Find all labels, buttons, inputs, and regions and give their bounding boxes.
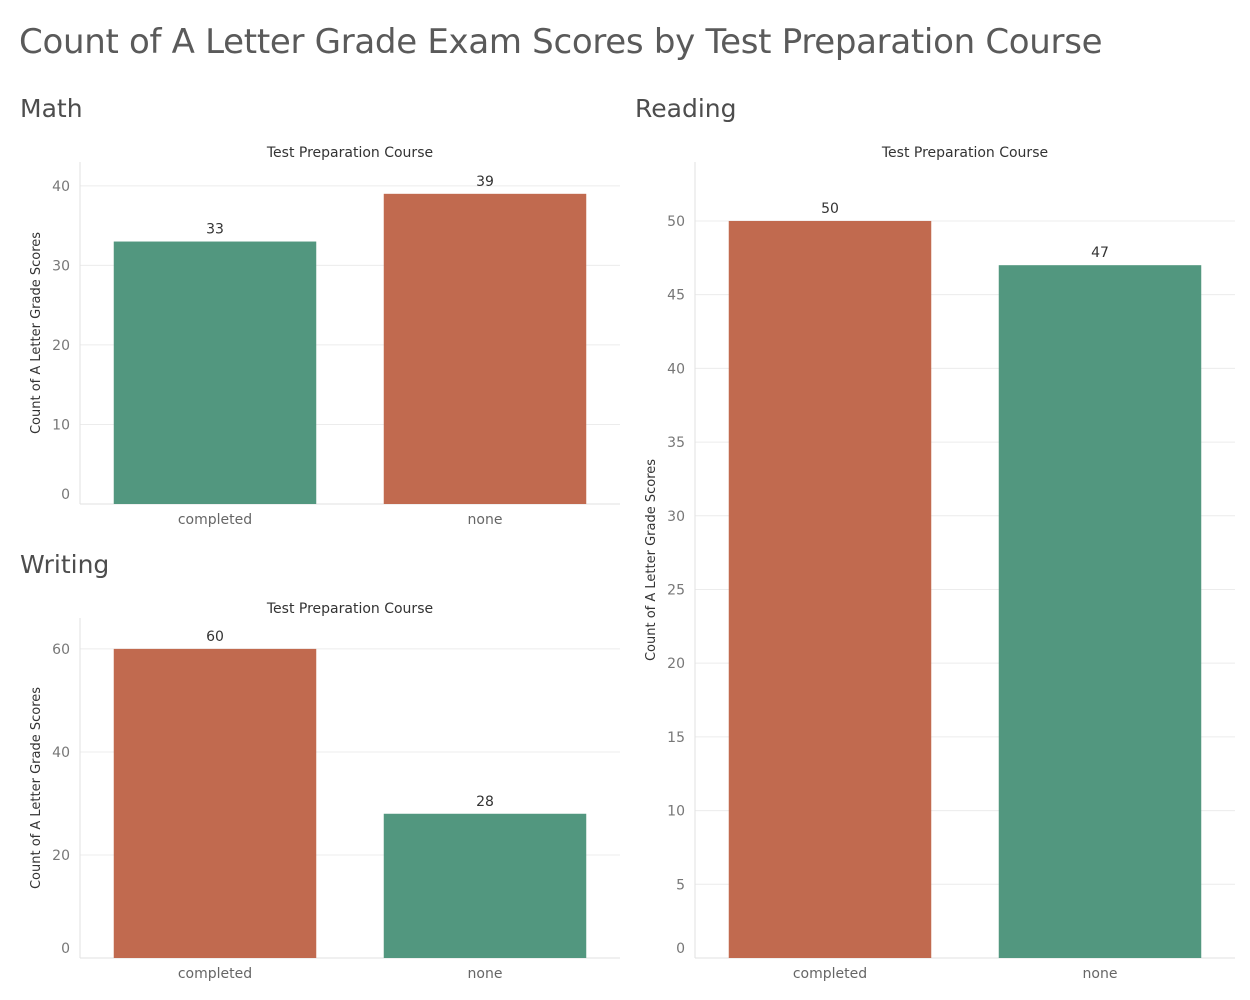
math-panel-title: Math	[20, 94, 83, 123]
reading-data-label-completed: 50	[821, 201, 839, 217]
math-bar-none[interactable]	[383, 193, 587, 504]
reading-bar-none[interactable]	[998, 265, 1202, 958]
reading-y-tick-label: 15	[667, 730, 685, 746]
writing-y-axis-title: Count of A Letter Grade Scores	[29, 687, 44, 889]
writing-x-tick-label-completed: completed	[178, 966, 252, 982]
reading-y-tick-label: 25	[667, 582, 685, 598]
math-x-tick-label-completed: completed	[178, 512, 252, 528]
math-header: Test Preparation Course	[266, 145, 433, 161]
reading-y-tick-label: 40	[667, 361, 685, 377]
writing-header: Test Preparation Course	[266, 601, 433, 617]
writing-y-tick-label: 20	[52, 848, 70, 864]
writing-chart: Test Preparation Course Count of A Letter…	[29, 601, 620, 982]
writing-x-tick-label-none: none	[468, 966, 503, 982]
writing-bar-none[interactable]	[383, 813, 587, 958]
reading-y-axis-title: Count of A Letter Grade Scores	[644, 459, 659, 661]
reading-chart: Test Preparation Course Count of A Letter…	[644, 145, 1235, 982]
reading-y-tick-label: 10	[667, 804, 685, 820]
reading-y-tick-label: 20	[667, 656, 685, 672]
writing-y-tick-label: 40	[52, 745, 70, 761]
math-x-tick-label-none: none	[468, 512, 503, 528]
reading-y-tick-label: 5	[676, 877, 685, 893]
reading-y-tick-label: 30	[667, 509, 685, 525]
writing-y-tick-label: 0	[61, 941, 70, 957]
math-bar-completed[interactable]	[113, 241, 317, 504]
reading-y-tick-label: 45	[667, 288, 685, 304]
math-data-label-completed: 33	[206, 222, 224, 238]
reading-bar-completed[interactable]	[728, 220, 932, 959]
reading-data-label-none: 47	[1091, 245, 1109, 261]
reading-y-tick-label: 50	[667, 214, 685, 230]
reading-x-tick-label-none: none	[1083, 966, 1118, 982]
reading-y-tick-label: 0	[676, 941, 685, 957]
writing-y-tick-label: 60	[52, 642, 70, 658]
reading-y-tick-label: 35	[667, 435, 685, 451]
reading-x-tick-label-completed: completed	[793, 966, 867, 982]
math-y-tick-label: 30	[52, 258, 70, 274]
dashboard-title: Count of A Letter Grade Exam Scores by T…	[19, 22, 1103, 62]
math-y-tick-label: 20	[52, 338, 70, 354]
math-y-tick-label: 0	[61, 487, 70, 503]
reading-header: Test Preparation Course	[881, 145, 1048, 161]
writing-data-label-completed: 60	[206, 629, 224, 645]
writing-bar-completed[interactable]	[113, 648, 317, 958]
math-chart: Test Preparation Course Count of A Letter…	[29, 145, 620, 528]
math-y-axis-title: Count of A Letter Grade Scores	[29, 232, 44, 434]
math-y-tick-label: 10	[52, 417, 70, 433]
math-data-label-none: 39	[476, 174, 494, 190]
writing-panel-title: Writing	[20, 550, 110, 579]
writing-data-label-none: 28	[476, 794, 494, 810]
math-y-tick-label: 40	[52, 179, 70, 195]
reading-panel-title: Reading	[635, 94, 737, 123]
